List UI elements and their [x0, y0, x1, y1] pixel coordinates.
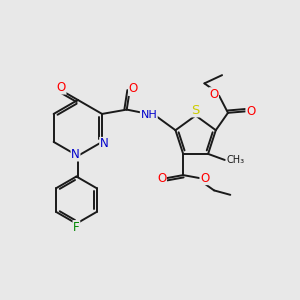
- Text: O: O: [157, 172, 166, 184]
- Text: O: O: [200, 172, 209, 184]
- Text: O: O: [246, 105, 255, 118]
- Text: O: O: [209, 88, 218, 101]
- Text: NH: NH: [140, 110, 157, 120]
- Text: O: O: [57, 81, 66, 94]
- Text: N: N: [71, 148, 80, 161]
- Text: N: N: [100, 137, 109, 151]
- Text: S: S: [191, 104, 200, 117]
- Text: CH₃: CH₃: [226, 155, 244, 165]
- Text: F: F: [73, 220, 80, 234]
- Text: O: O: [129, 82, 138, 95]
